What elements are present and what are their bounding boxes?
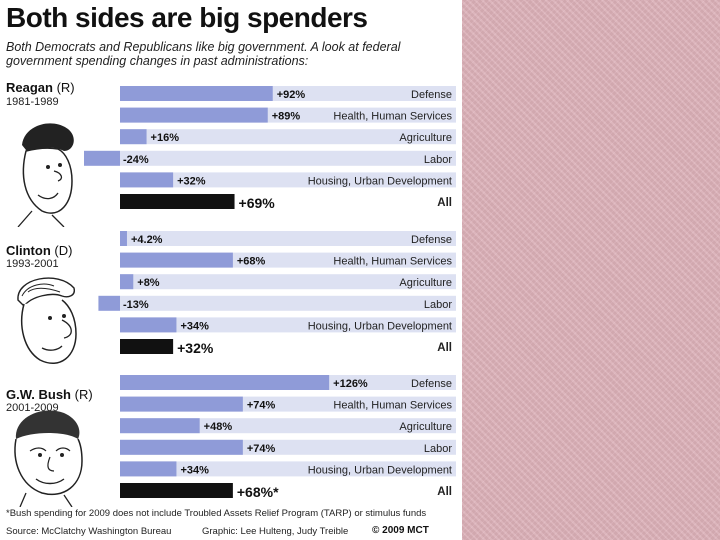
category-label: Agriculture xyxy=(399,277,452,289)
clinton-bar-panel: +4.2% Defense +68% Health, Human Services +8… xyxy=(98,231,456,356)
value-label: +74% xyxy=(247,443,276,455)
chart-title: Both sides are big spenders xyxy=(6,2,368,33)
value-bar xyxy=(120,274,134,290)
value-label: +89% xyxy=(272,111,301,123)
infographic: Both sides are big spenders Both Democra… xyxy=(6,2,456,537)
value-label: +68% xyxy=(237,256,266,268)
category-label: Agriculture xyxy=(399,132,452,144)
value-bar xyxy=(120,375,330,390)
value-label: +34% xyxy=(180,320,209,332)
source-credit: Source: McClatchy Washington Bureau xyxy=(6,526,172,537)
value-bar xyxy=(120,439,243,455)
value-label: +4.2% xyxy=(131,234,163,246)
president-years-clinton: 1993-2001 xyxy=(6,258,59,270)
reagan-caricature xyxy=(17,123,74,227)
category-label: Defense xyxy=(411,234,452,246)
value-bar xyxy=(120,231,127,246)
bush-caricature xyxy=(14,410,83,507)
bush-bar-panel: +126% Defense +74% Health, Human Services +4… xyxy=(120,375,456,500)
category-label: All xyxy=(437,197,452,209)
category-label: Health, Human Services xyxy=(333,111,452,123)
party-label: (D) xyxy=(54,243,73,258)
value-bar xyxy=(120,396,243,412)
total-bar xyxy=(120,194,235,209)
bar-track xyxy=(120,295,456,311)
category-label: Labor xyxy=(424,299,452,311)
category-label: Housing, Urban Development xyxy=(308,464,452,476)
bar-track xyxy=(120,317,456,333)
value-label: +8% xyxy=(137,277,160,289)
category-label: Labor xyxy=(424,443,452,455)
value-label: +32% xyxy=(177,175,206,187)
category-label: Health, Human Services xyxy=(333,400,452,412)
president-name-reagan: Reagan (R) xyxy=(6,80,75,95)
category-label: Housing, Urban Development xyxy=(308,320,452,332)
bar-track xyxy=(120,231,456,246)
value-label: +68%* xyxy=(237,484,279,500)
pink-texture-background xyxy=(462,0,720,540)
value-label: +48% xyxy=(204,421,233,433)
chart-subtitle: Both Democrats and Republicans like big … xyxy=(6,40,401,68)
value-bar xyxy=(120,172,174,188)
category-label: All xyxy=(437,342,452,354)
value-label: +34% xyxy=(180,464,209,476)
total-bar xyxy=(120,483,233,498)
category-label: Agriculture xyxy=(399,421,452,433)
bar-track xyxy=(120,172,456,188)
president-name-text: G.W. Bush xyxy=(6,387,71,402)
value-bar xyxy=(120,107,268,123)
value-bar xyxy=(120,86,273,101)
party-label: (R) xyxy=(74,387,93,402)
bar-track xyxy=(120,418,456,434)
president-name-text: Reagan xyxy=(6,80,53,95)
party-label: (R) xyxy=(56,80,75,95)
copyright: © 2009 MCT xyxy=(372,525,429,536)
value-bar xyxy=(84,150,120,166)
value-label: +126% xyxy=(333,378,368,390)
category-label: Labor xyxy=(424,154,452,166)
president-name-clinton: Clinton (D) xyxy=(6,243,72,258)
president-years-reagan: 1981-1989 xyxy=(6,96,59,108)
category-label: Housing, Urban Development xyxy=(308,175,452,187)
value-bar xyxy=(98,295,120,311)
category-label: Health, Human Services xyxy=(333,256,452,268)
clinton-caricature xyxy=(17,277,77,365)
value-bar xyxy=(120,317,177,333)
bar-track xyxy=(120,274,456,290)
value-label: +92% xyxy=(277,89,306,101)
bar-track xyxy=(120,150,456,166)
reagan-bar-panel: +92% Defense +89% Health, Human Services +16… xyxy=(84,86,456,211)
value-bar xyxy=(120,252,233,268)
value-bar xyxy=(120,461,177,477)
footnote: *Bush spending for 2009 does not include… xyxy=(6,508,427,519)
value-label: +32% xyxy=(177,340,214,356)
president-name-text: Clinton xyxy=(6,243,51,258)
value-bar xyxy=(120,418,200,434)
president-name-bush: G.W. Bush (R) xyxy=(6,387,93,402)
value-label: -24% xyxy=(123,154,149,166)
graphic-credit: Graphic: Lee Hulteng, Judy Treible xyxy=(202,526,349,537)
category-label: Defense xyxy=(411,378,452,390)
bar-track xyxy=(120,129,456,145)
total-bar xyxy=(120,339,174,354)
category-label: Defense xyxy=(411,89,452,101)
value-bar xyxy=(120,129,147,145)
category-label: All xyxy=(437,486,452,498)
bar-track xyxy=(120,461,456,477)
value-label: -13% xyxy=(123,299,149,311)
value-label: +16% xyxy=(151,132,180,144)
value-label: +69% xyxy=(239,195,276,211)
value-label: +74% xyxy=(247,400,276,412)
